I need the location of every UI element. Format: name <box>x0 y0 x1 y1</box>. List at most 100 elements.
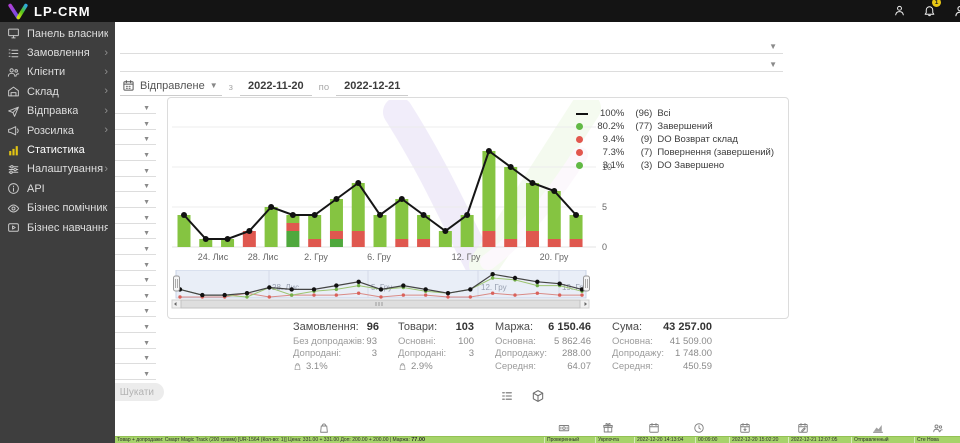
filter-select-1[interactable]: ▼ <box>115 100 156 114</box>
chevron-down-icon: ▼ <box>143 136 150 144</box>
chevron-right-icon: › <box>104 65 108 78</box>
filter-select-15[interactable]: ▼ <box>115 319 156 334</box>
stat-subrow: Без допродажів: 93 <box>293 336 377 347</box>
legend-dot-marker <box>576 136 584 143</box>
stats-icon <box>9 145 18 155</box>
date-from-field[interactable]: 2022-11-20 <box>240 80 312 96</box>
user-icon[interactable] <box>893 2 906 20</box>
sidebar-item-6[interactable]: Статистика <box>0 140 115 159</box>
sidebar-item-label: Статистика <box>27 144 85 157</box>
legend-item-0[interactable]: 100% (96) Всі <box>576 107 774 120</box>
legend-item-2[interactable]: 9.4% (9) DO Возврат склад <box>576 133 774 146</box>
orders-icon <box>8 48 19 57</box>
svg-text:2. Гру: 2. Гру <box>304 252 328 262</box>
legend-dot-marker <box>576 149 584 156</box>
sidebar-item-8[interactable]: API <box>0 179 115 198</box>
area-chart-icon <box>873 425 883 433</box>
filter-select-7[interactable]: ▼ <box>115 194 156 208</box>
stat-value: 43 257.00 <box>663 321 712 333</box>
sidebar-item-7[interactable]: Налаштування › <box>0 160 115 179</box>
stat-value: 6 150.46 <box>548 321 591 333</box>
filter-select-18[interactable]: ▼ <box>115 366 156 381</box>
legend-item-3[interactable]: 7.3% (7) Повернення (завершений) <box>576 146 774 159</box>
sidebar-item-label: Налаштування <box>27 163 104 176</box>
legend-item-1[interactable]: 80.2% (77) Завершений <box>576 120 774 133</box>
sidebar-item-label: Бізнес помічники <box>27 202 108 215</box>
sidebar-item-label: Замовлення <box>27 47 90 60</box>
orders-chart[interactable]: 0 5 10 24. Лис 28. Лис 2. Гру 6. Гру 12. Гру 20.… <box>168 98 788 275</box>
chevron-right-icon: › <box>104 85 108 98</box>
filter-select-17[interactable]: ▼ <box>115 350 156 365</box>
upsell-percent: 2.9% <box>398 361 474 373</box>
info-icon <box>8 183 19 195</box>
bell-icon <box>923 2 936 19</box>
banknote-icon <box>558 425 570 432</box>
sidebar-item-label: API <box>27 182 45 195</box>
chevron-down-icon: ▼ <box>143 151 150 159</box>
sidebar-item-10[interactable]: Бізнес навчання <box>0 218 115 237</box>
avatar-icon[interactable] <box>953 2 960 20</box>
main-content: ▼ ▼ ▼ ▼ ▼ ▼ ▼ ▼ ▼ ▼ ▼ ▼ ▼ ▼ ▼ ▼ ▼ ▼ ▼ ▼ Відправлене ▼ з 2… <box>88 22 960 443</box>
table-row[interactable]: Товар + допродажи: Смарт Magic Track (20… <box>115 436 960 443</box>
clock-icon <box>694 423 704 433</box>
people-group-icon <box>933 424 943 433</box>
filter-select-5[interactable]: ▼ <box>115 163 156 177</box>
person-icon <box>895 6 904 16</box>
filter-select-11[interactable]: ▼ <box>115 257 156 271</box>
notifications-button[interactable]: 1 <box>923 0 941 20</box>
sidebar-item-4[interactable]: Відправка › <box>0 102 115 121</box>
filter-select-8[interactable]: ▼ <box>115 210 156 224</box>
svg-text:12. Гру: 12. Гру <box>452 252 481 262</box>
sidebar-item-1[interactable]: Замовлення › <box>0 43 115 62</box>
brand-name: LP-CRM <box>34 3 91 19</box>
chevron-down-icon: ▼ <box>143 198 150 206</box>
filter-select-6[interactable]: ▼ <box>115 178 156 193</box>
filter-select-9[interactable]: ▼ <box>115 225 156 240</box>
sidebar-item-label: Відправка <box>27 105 79 118</box>
brand-logo[interactable]: LP-CRM <box>0 3 91 20</box>
svg-text:20. Гру: 20. Гру <box>540 252 569 262</box>
filter-select-wide-1[interactable]: ▼ <box>120 38 783 54</box>
product-view-button[interactable] <box>531 387 545 405</box>
stat-subrow: Основні: 100 <box>398 336 474 347</box>
svg-text:24. Лис: 24. Лис <box>198 252 229 262</box>
filter-select-14[interactable]: ▼ <box>115 303 156 318</box>
chevron-down-icon: ▼ <box>143 167 150 175</box>
stat-value: 96 <box>366 321 379 333</box>
date-type-select[interactable]: Відправлене ▼ <box>120 79 222 96</box>
filter-select-2[interactable]: ▼ <box>115 116 156 130</box>
cell-product: Товар + допродажи: Смарт Magic Track (20… <box>115 437 545 443</box>
stat-column-2: Маржа: 6 150.46 Основна: 5 862.46 Допродажу:… <box>495 321 591 373</box>
notification-badge: 1 <box>932 0 941 7</box>
calendar-in-icon <box>740 423 750 433</box>
bag-icon <box>320 423 328 433</box>
svg-text:12. Гру: 12. Гру <box>481 283 507 292</box>
sidebar-item-3[interactable]: Склад › <box>0 82 115 101</box>
cell-3: 00:09:00 <box>696 437 730 443</box>
stat-label: Замовлення: <box>293 321 359 333</box>
stat-subrow: Допродані: 3 <box>398 348 474 360</box>
sidebar-item-2[interactable]: Клієнти › <box>0 63 115 82</box>
filter-select-10[interactable]: ▼ <box>115 241 156 255</box>
legend-line-marker <box>576 112 589 115</box>
filter-select-13[interactable]: ▼ <box>115 288 156 302</box>
calendar-icon <box>122 79 135 92</box>
sidebar-item-0[interactable]: Панель власника <box>0 24 115 43</box>
cell-6: Отправленный <box>852 437 915 443</box>
legend-item-4[interactable]: 3.1% (3) DO Завершено <box>576 159 774 172</box>
date-to-field[interactable]: 2022-12-21 <box>336 80 409 96</box>
list-view-button[interactable] <box>500 387 514 405</box>
sidebar-item-5[interactable]: Розсилка › <box>0 121 115 140</box>
bag-icon <box>294 363 301 371</box>
sidebar-item-9[interactable]: Бізнес помічники <box>0 199 115 218</box>
eye-icon <box>7 204 20 213</box>
filter-select-4[interactable]: ▼ <box>115 147 156 161</box>
chart-range-navigator[interactable]: 28. Лис 5. Гру 12. Гру 19. Гру <box>168 269 788 315</box>
chevron-down-icon: ▼ <box>143 105 150 112</box>
filter-select-wide-2[interactable]: ▼ <box>120 56 783 72</box>
gift-icon <box>603 422 613 433</box>
calendar-edit-icon <box>798 423 808 433</box>
filter-select-3[interactable]: ▼ <box>115 131 156 146</box>
filter-select-16[interactable]: ▼ <box>115 335 156 349</box>
filter-select-12[interactable]: ▼ <box>115 272 156 287</box>
